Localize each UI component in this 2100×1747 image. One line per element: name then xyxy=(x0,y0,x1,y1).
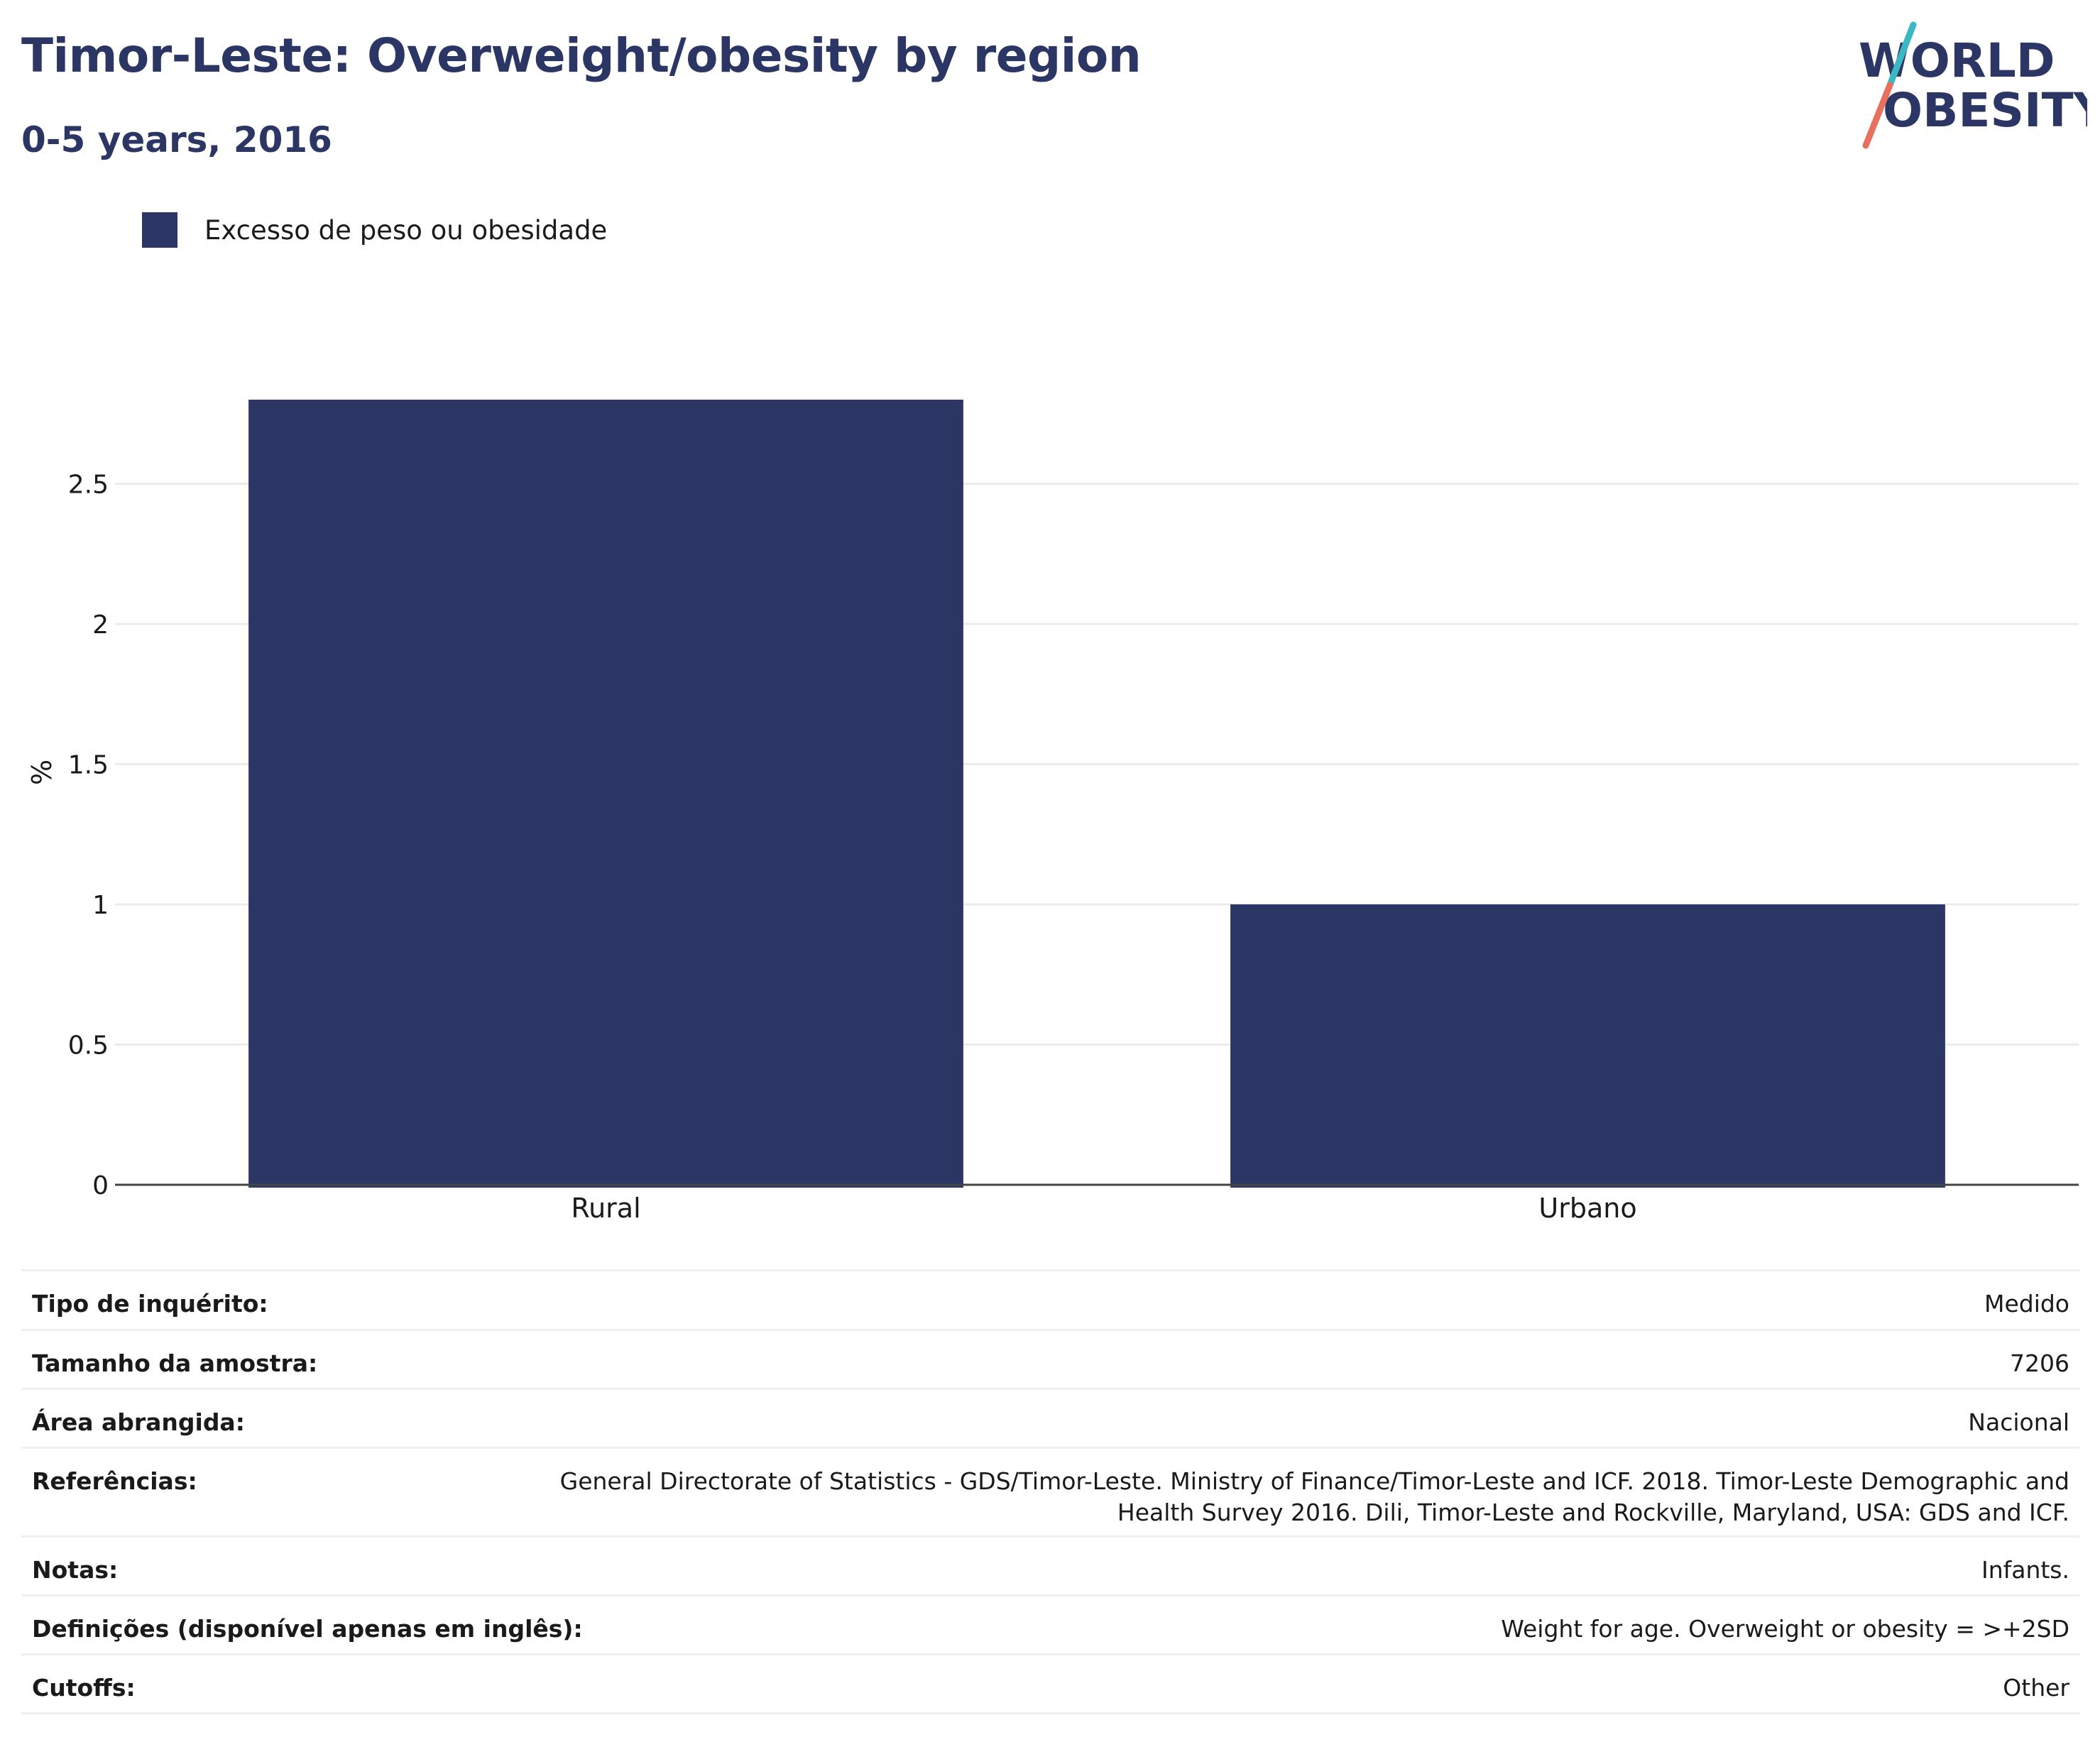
chart-subtitle: 0-5 years, 2016 xyxy=(21,119,332,160)
row-label: Definições (disponível apenas em inglês)… xyxy=(32,1615,583,1643)
world-obesity-logo: WORLD OBESITY xyxy=(1859,21,2087,149)
row-value: General Directorate of Statistics - GDS/… xyxy=(560,1466,2069,1528)
x-tick-label: Rural xyxy=(571,1193,640,1224)
row-label: Notas: xyxy=(32,1556,119,1584)
table-row: Área abrangida: Nacional xyxy=(21,1388,2080,1447)
row-value: 7206 xyxy=(2010,1349,2069,1377)
logo-text-obesity: OBESITY xyxy=(1883,83,2087,138)
row-value: Weight for age. Overweight or obesity = … xyxy=(1501,1615,2069,1643)
bar-chart: 0 0.5 1 1.5 2 2.5 Rural Urbano % xyxy=(26,400,2079,1224)
row-value: Other xyxy=(2003,1674,2069,1702)
y-tick-label: 2 xyxy=(92,610,109,640)
row-label: Cutoffs: xyxy=(32,1674,136,1702)
legend-swatch xyxy=(142,212,177,248)
y-tick-labels: 0 0.5 1 1.5 2 2.5 xyxy=(68,471,109,1201)
row-label: Tamanho da amostra: xyxy=(32,1349,318,1377)
row-value: Medido xyxy=(1984,1290,2069,1318)
y-tick-label: 0.5 xyxy=(68,1031,109,1061)
bars xyxy=(248,400,1945,1188)
y-axis-label: % xyxy=(26,760,58,785)
reference-line-1: General Directorate of Statistics - GDS/… xyxy=(559,1467,2069,1495)
table-row: Tamanho da amostra: 7206 xyxy=(21,1329,2080,1388)
bar-urbano xyxy=(1230,904,1945,1188)
reference-line-2: Health Survey 2016. Dili, Timor-Leste an… xyxy=(1117,1499,2069,1526)
y-tick-label: 0 xyxy=(92,1171,109,1200)
table-row: Definições (disponível apenas em inglês)… xyxy=(21,1594,2080,1653)
row-label: Referências: xyxy=(32,1467,197,1495)
row-label: Tipo de inquérito: xyxy=(32,1290,268,1318)
chart-title: Timor-Leste: Overweight/obesity by regio… xyxy=(21,28,1142,83)
y-tick-label: 2.5 xyxy=(68,471,109,500)
logo-slash-top xyxy=(1886,21,1917,89)
y-tick-label: 1 xyxy=(92,891,109,920)
row-label: Área abrangida: xyxy=(32,1408,245,1436)
table-row: Cutoffs: Other xyxy=(21,1653,2080,1714)
legend: Excesso de peso ou obesidade xyxy=(142,212,607,248)
bar-rural xyxy=(248,400,963,1188)
y-tick-label: 1.5 xyxy=(68,751,109,780)
logo-slash-bottom xyxy=(1862,82,1893,149)
metadata-table: Tipo de inquérito: Medido Tamanho da amo… xyxy=(21,1269,2080,1714)
table-row: Tipo de inquérito: Medido xyxy=(21,1269,2080,1329)
row-value: Nacional xyxy=(1968,1408,2069,1436)
legend-label: Excesso de peso ou obesidade xyxy=(204,214,608,246)
table-row: Notas: Infants. xyxy=(21,1535,2080,1594)
table-row: Referências: General Directorate of Stat… xyxy=(21,1447,2080,1535)
row-value: Infants. xyxy=(1981,1556,2069,1584)
x-tick-label: Urbano xyxy=(1538,1193,1636,1224)
x-tick-labels: Rural Urbano xyxy=(571,1193,1636,1224)
